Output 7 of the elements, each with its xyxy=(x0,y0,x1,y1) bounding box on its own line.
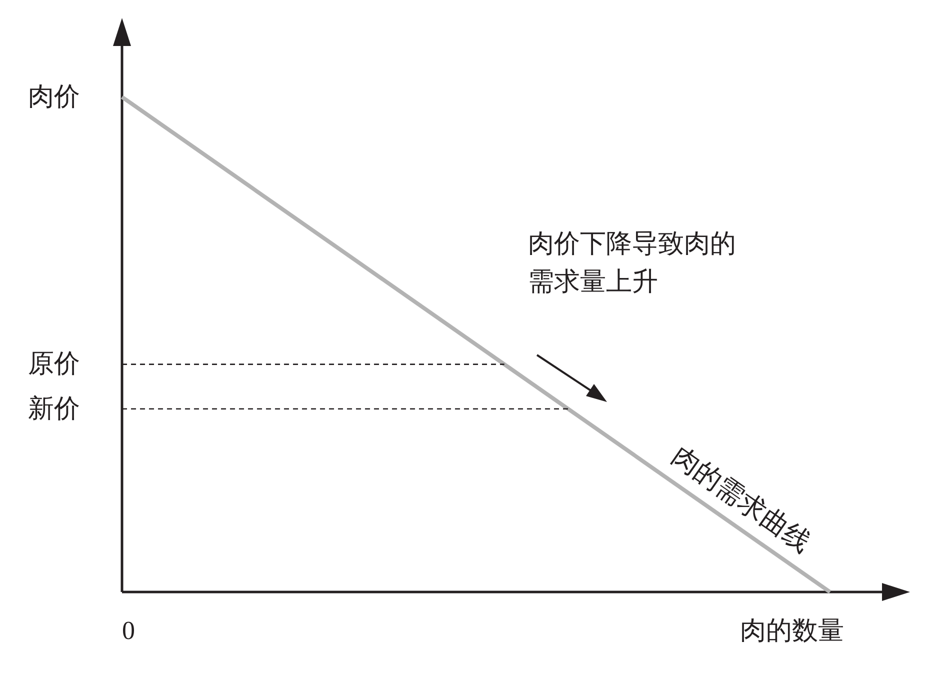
y-axis-title: 肉价 xyxy=(28,81,80,113)
text: 肉的需求曲线 xyxy=(665,439,818,560)
annotation: 肉价下降导致肉的需求量上升 xyxy=(528,228,737,298)
text: 0 xyxy=(122,615,135,647)
ref-line-label: 新价 xyxy=(28,392,80,425)
ref-line-label: 原价 xyxy=(28,348,80,380)
x-axis-title: 肉的数量 xyxy=(740,615,844,647)
